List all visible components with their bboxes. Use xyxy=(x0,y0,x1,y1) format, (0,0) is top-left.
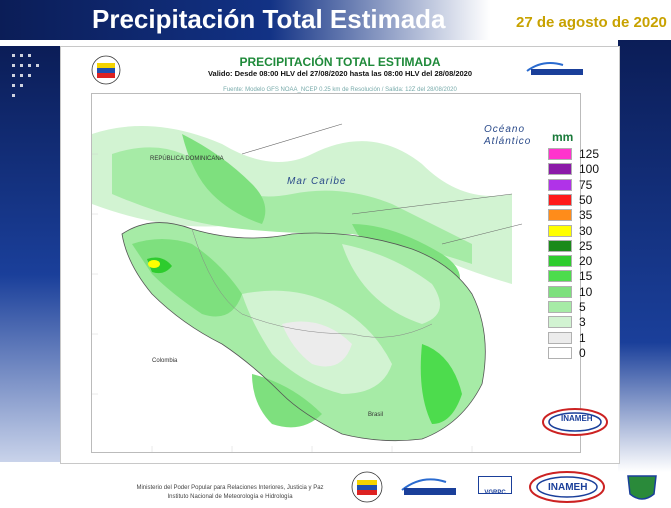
label-colombia: Colombia xyxy=(152,358,178,364)
legend-swatch xyxy=(548,193,572,206)
map-canvas: Mar Caribe Océano Atlántico Colombia Bra… xyxy=(91,93,581,453)
legend-swatch xyxy=(548,331,572,344)
legend-swatch xyxy=(548,148,572,160)
legend-swatch xyxy=(548,163,572,176)
legend-label: 3 xyxy=(579,315,586,330)
legend-label: 1 xyxy=(579,330,586,345)
legend-item: 75 xyxy=(548,178,614,193)
legend-item: 1 xyxy=(548,331,614,346)
cuadrantes-de-paz-logo-icon xyxy=(526,62,583,75)
label-atlantico: Atlántico xyxy=(484,136,532,147)
inameh-map-logo-text: INAMEH xyxy=(561,414,593,423)
legend-item: 125 xyxy=(548,147,614,162)
legend-swatch xyxy=(548,270,572,283)
legend-label: 75 xyxy=(579,177,593,192)
precipitation-map-svg xyxy=(92,94,580,452)
legend-swatch xyxy=(548,255,572,268)
legend-label: 125 xyxy=(579,147,600,161)
legend-swatch xyxy=(548,178,572,191)
footer-inameh-text: INAMEH xyxy=(548,482,588,493)
label-mar-caribe: Mar Caribe xyxy=(287,176,347,187)
legend-label: 5 xyxy=(579,300,586,314)
footer-ministry: Ministerio del Poder Popular para Relaci… xyxy=(136,485,324,491)
legend-item: 3 xyxy=(548,315,614,330)
label-rep-dominicana: REPÚBLICA DOMINICANA xyxy=(150,156,224,162)
venezuela-emblem-icon xyxy=(91,55,121,85)
map-validity: Valido: Desde 08:00 HLV del 27/08/2020 h… xyxy=(207,69,473,78)
inameh-map-logo-icon xyxy=(542,408,608,436)
legend-swatch xyxy=(548,209,572,222)
legend-item: 50 xyxy=(548,193,614,208)
label-brasil: Brasil xyxy=(368,412,384,418)
legend-item: 25 xyxy=(548,239,614,254)
dots-pattern-icon xyxy=(12,54,39,97)
right-decorative-panel xyxy=(618,40,671,472)
header-bar: Precipitación Total Estimada 27 de agost… xyxy=(0,0,671,46)
left-decorative-panel xyxy=(0,46,68,462)
legend-label: 100 xyxy=(579,162,600,177)
legend-label: 35 xyxy=(579,208,593,223)
legend-item: 10 xyxy=(548,285,614,300)
footer-institute: Instituto Nacional de Meteorología e Hid… xyxy=(167,494,293,500)
footer-inameh-logo-icon xyxy=(529,471,605,503)
footer-vgrpc-logo: VGRPC xyxy=(478,476,512,496)
legend-label: 20 xyxy=(579,254,593,269)
label-oceano: Océano xyxy=(484,124,526,135)
legend-swatch xyxy=(548,224,572,237)
map-source: Fuente: Modelo GFS NOAA_NCEP 0.25 km de … xyxy=(223,87,457,93)
page-date: 27 de agosto de 2020 xyxy=(516,14,667,31)
map-title: PRECIPITACIÓN TOTAL ESTIMADA xyxy=(239,55,441,69)
footer-venezuela-emblem-icon xyxy=(351,471,383,503)
legend-label: 15 xyxy=(579,269,593,284)
page-title: Precipitación Total Estimada xyxy=(92,4,446,34)
legend-item: 0 xyxy=(548,346,614,361)
legend-item: 30 xyxy=(548,224,614,239)
legend-item: 5 xyxy=(548,300,614,315)
legend-label: 0 xyxy=(579,345,586,360)
legend-item: 15 xyxy=(548,269,614,284)
legend-label: 10 xyxy=(579,284,593,299)
legend-item: 20 xyxy=(548,254,614,269)
precipitation-map-panel: PRECIPITACIÓN TOTAL ESTIMADA Valido: Des… xyxy=(60,46,620,464)
legend-label: 25 xyxy=(579,238,593,253)
footer-credits: Ministerio del Poder Popular para Relaci… xyxy=(120,484,340,502)
legend-swatch xyxy=(548,239,572,252)
legend-item: 35 xyxy=(548,208,614,223)
header-band xyxy=(0,0,490,40)
footer-shield-icon xyxy=(627,475,657,500)
legend-label: 30 xyxy=(579,223,593,238)
legend-swatch xyxy=(548,316,572,329)
legend-swatch xyxy=(548,346,572,359)
footer-cuadrantes-logo-icon xyxy=(401,478,456,495)
legend-label: 50 xyxy=(579,192,593,207)
legend-unit: mm xyxy=(552,130,574,144)
legend-item: 100 xyxy=(548,162,614,177)
legend-swatch xyxy=(548,285,572,298)
footer-vgrpc-text: VGRPC xyxy=(484,490,506,496)
legend-swatch xyxy=(548,301,572,313)
